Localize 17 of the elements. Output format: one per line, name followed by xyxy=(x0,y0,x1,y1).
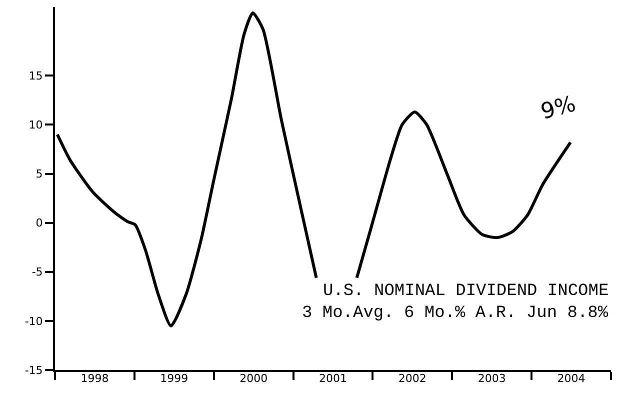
x-tick-label: 1999 xyxy=(160,372,188,385)
y-tick-label: -5 xyxy=(32,266,43,279)
text: U.S. NOMINAL DIVIDEND INCOME xyxy=(323,282,609,301)
x-tick-label: 2003 xyxy=(478,372,506,385)
y-tick-label: 0 xyxy=(36,216,43,230)
x-tick-label: 2004 xyxy=(557,372,586,385)
y-tick-label: 5 xyxy=(36,168,43,181)
x-tick-label: 2002 xyxy=(398,372,426,385)
text: 3 Mo.Avg. 6 Mo.% A.R. Jun 8.8% xyxy=(302,304,609,323)
x-tick-label: 1998 xyxy=(80,372,109,385)
x-tick-label: 2001 xyxy=(319,372,347,385)
y-tick-label: 10 xyxy=(28,118,43,132)
y-tick-label: -15 xyxy=(24,364,43,377)
y-tick-label: -10 xyxy=(24,314,43,328)
y-tick-label: 15 xyxy=(28,70,43,83)
annotation: 9% xyxy=(538,92,578,126)
x-tick-label: 2000 xyxy=(240,372,268,385)
